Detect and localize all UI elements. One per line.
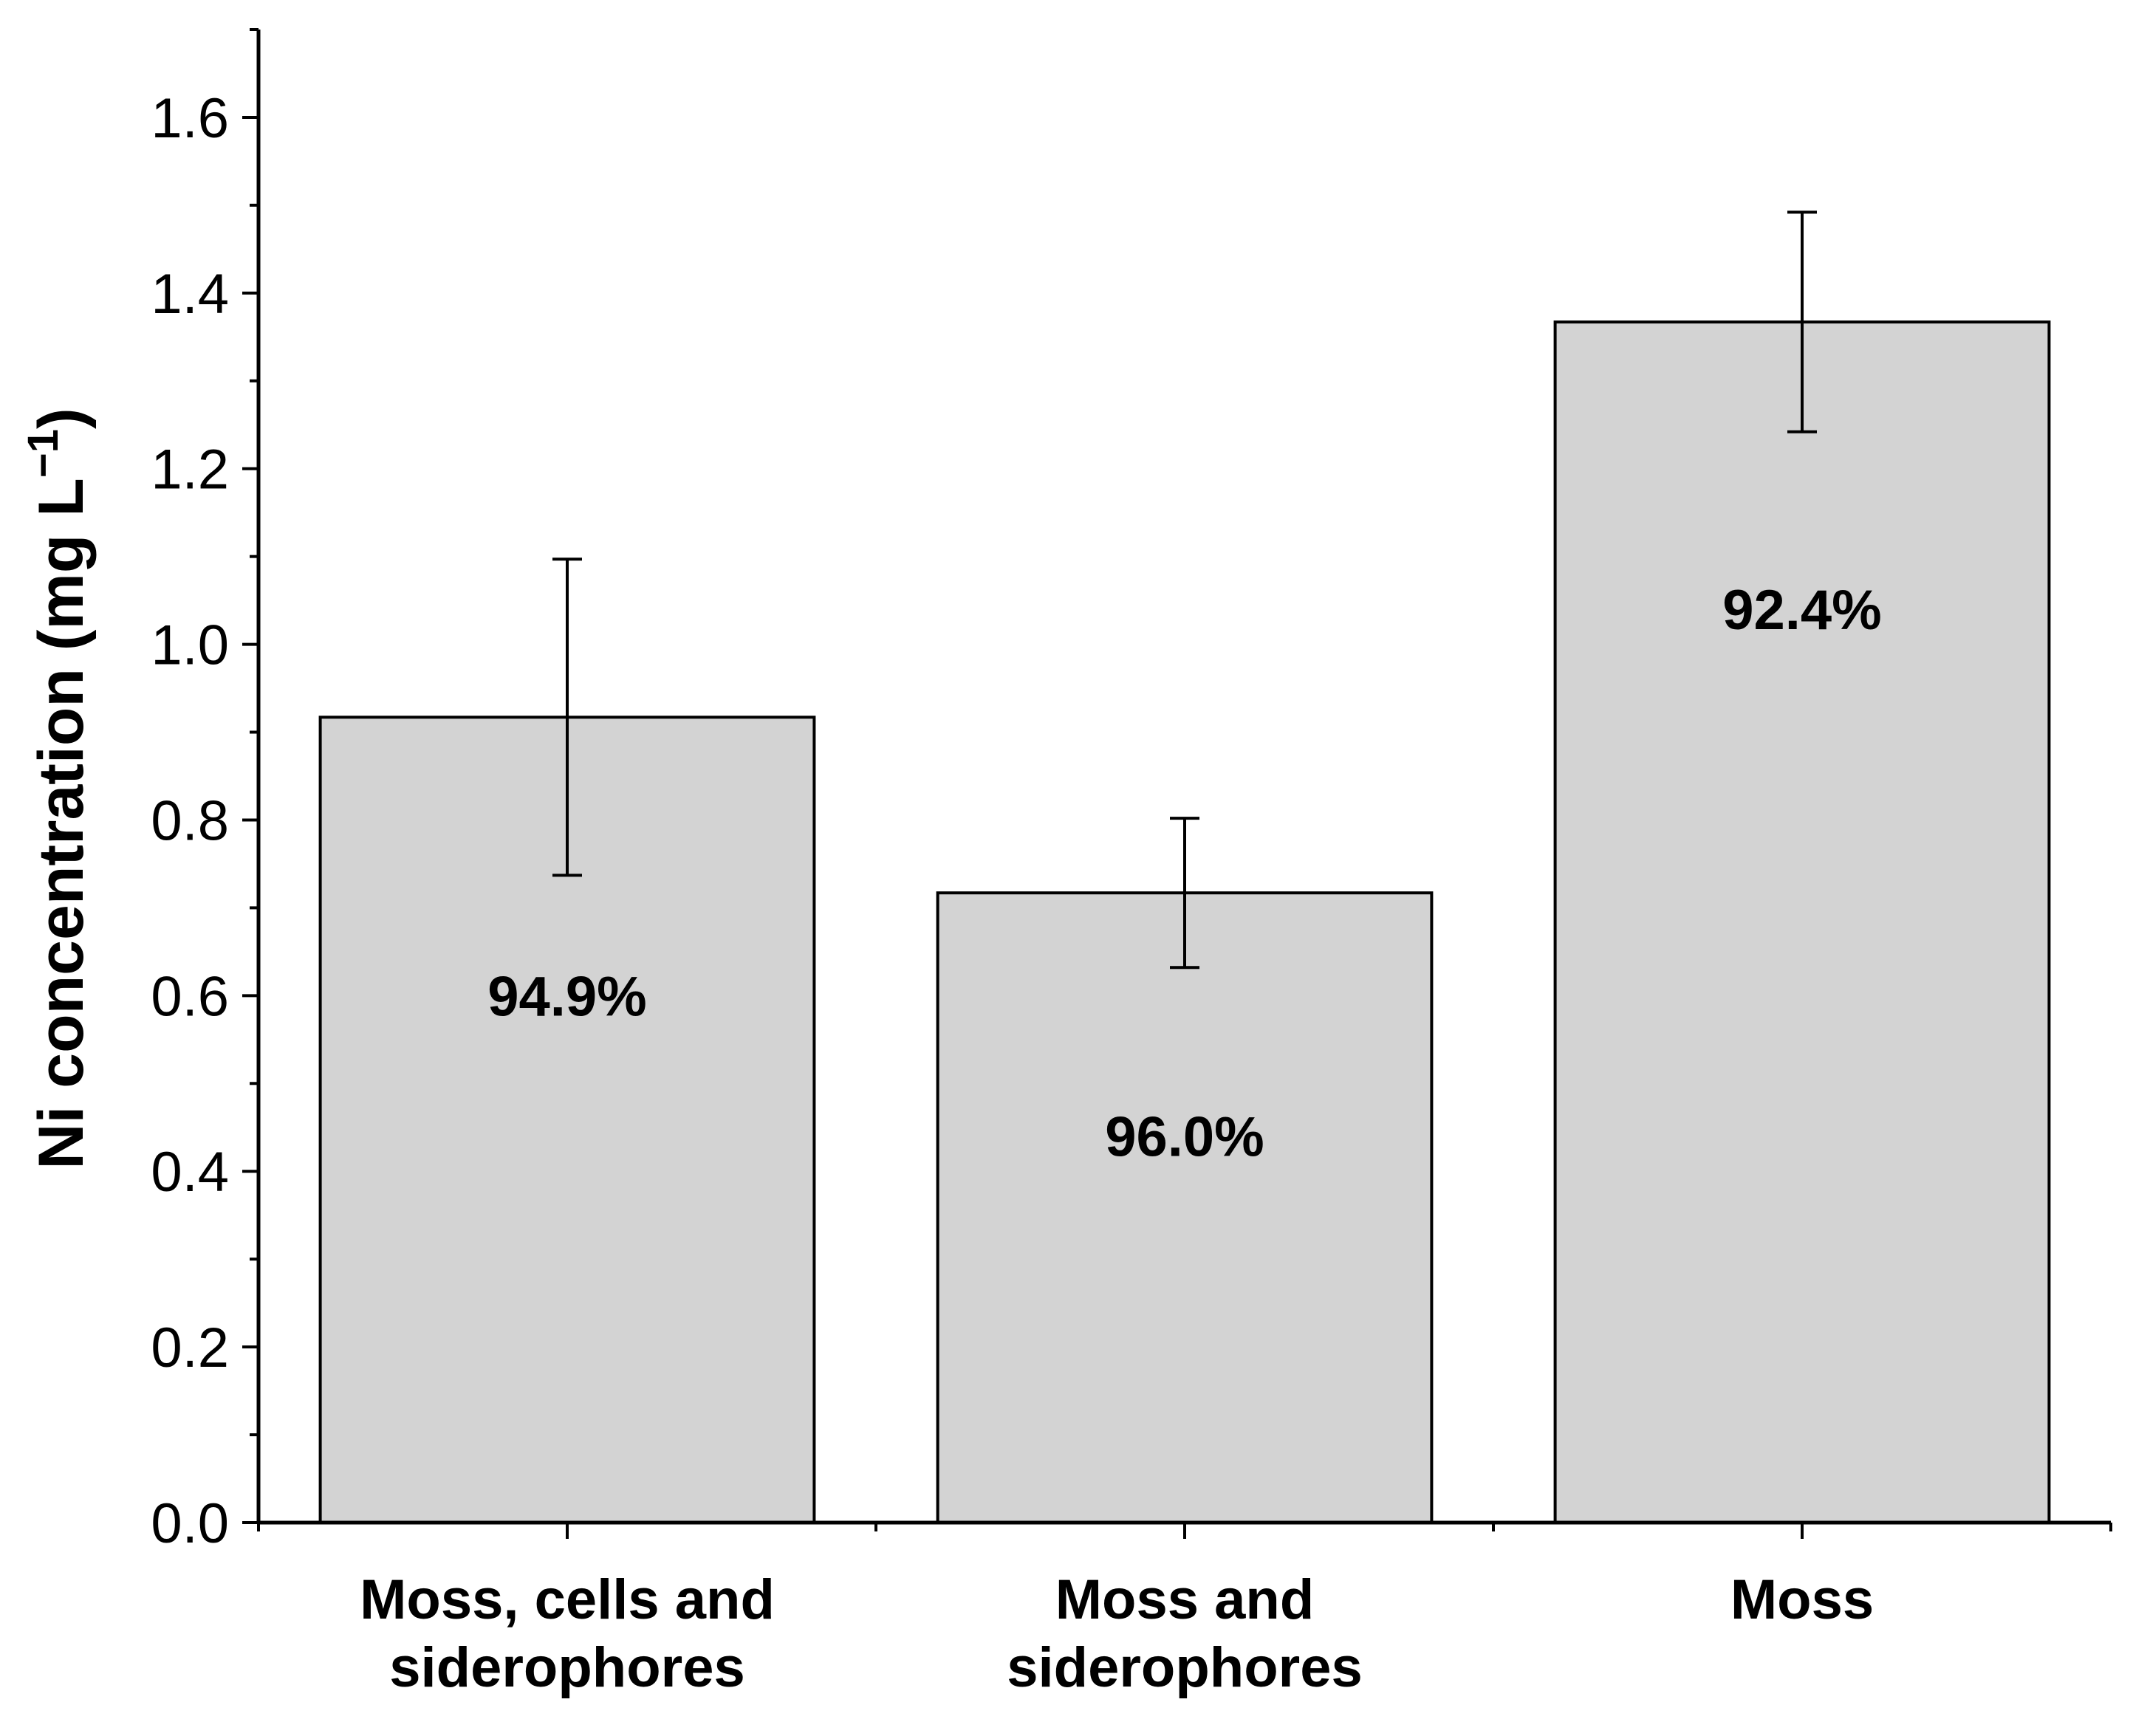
x-category-label-line: Moss, cells and bbox=[360, 1568, 775, 1631]
bar-2 bbox=[936, 891, 1434, 1524]
x-category-label-line: Moss bbox=[1730, 1568, 1874, 1631]
data-labels-layer: 94.9% 96.0% 92.4% bbox=[487, 579, 1882, 1169]
error-bar-1 bbox=[552, 557, 582, 877]
axes-layer bbox=[242, 28, 2112, 1539]
x-category-label-line: siderophores bbox=[1007, 1636, 1362, 1699]
y-tick-label: 0.2 bbox=[151, 1317, 229, 1379]
tick-labels-layer: 0.0 0.2 0.4 0.6 0.8 1.0 1.2 1.4 1.6 Moss, cells a… bbox=[151, 87, 1874, 1699]
data-label-2: 96.0% bbox=[1105, 1106, 1264, 1169]
y-tick-label: 0.4 bbox=[151, 1141, 229, 1204]
error-bar-2 bbox=[1170, 817, 1199, 970]
y-tick-label: 1.0 bbox=[151, 614, 229, 677]
error-bars-layer bbox=[552, 210, 1817, 970]
x-category-label-2: Moss and siderophores bbox=[1007, 1568, 1362, 1699]
y-axis-title-suffix: ) bbox=[26, 408, 97, 429]
x-category-label-line: siderophores bbox=[389, 1636, 744, 1699]
x-category-label-3: Moss bbox=[1730, 1568, 1874, 1631]
axis-titles-layer: Ni concentration (mg L−1) bbox=[19, 408, 97, 1169]
data-label-3: 92.4% bbox=[1722, 579, 1882, 642]
bar-3 bbox=[1553, 320, 2051, 1525]
error-bar-3 bbox=[1787, 210, 1817, 433]
y-tick-label: 1.6 bbox=[151, 87, 229, 150]
y-tick-label: 1.4 bbox=[151, 263, 229, 326]
y-axis-title-superscript: −1 bbox=[19, 429, 67, 478]
x-category-label-1: Moss, cells and siderophores bbox=[360, 1568, 775, 1699]
data-label-1: 94.9% bbox=[487, 965, 647, 1028]
y-tick-label: 0.8 bbox=[151, 789, 229, 852]
x-category-label-line: Moss and bbox=[1055, 1568, 1315, 1631]
y-tick-label: 0.6 bbox=[151, 965, 229, 1028]
y-axis-title: Ni concentration (mg L−1) bbox=[19, 408, 97, 1169]
y-tick-label: 0.0 bbox=[151, 1492, 229, 1555]
y-tick-label: 1.2 bbox=[151, 439, 229, 501]
y-axis-title-main: Ni concentration (mg L bbox=[26, 478, 97, 1169]
